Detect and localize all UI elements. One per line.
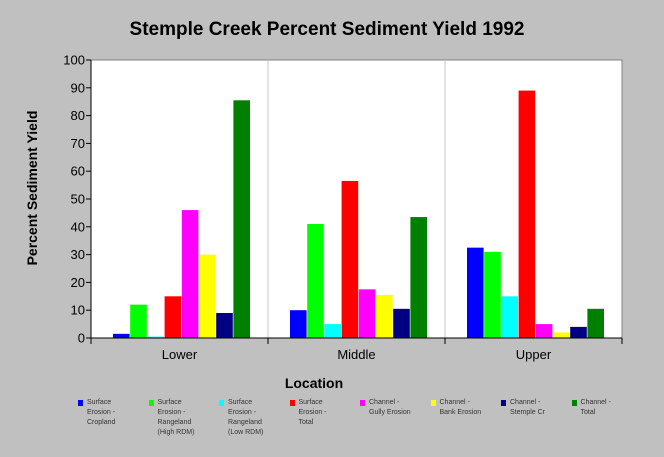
y-tick-label: 50: [71, 192, 85, 207]
y-tick-label: 90: [71, 80, 85, 95]
bar: [484, 251, 501, 338]
legend: Surface Erosion - Cropland Surface Erosio…: [78, 398, 658, 453]
legend-swatch: [148, 400, 154, 406]
bar: [501, 296, 518, 338]
bar: [307, 224, 324, 338]
y-axis-label: Percent Sediment Yield: [24, 111, 40, 266]
bar: [147, 336, 164, 338]
x-tick-label: Upper: [516, 347, 552, 362]
y-tick-label: 40: [71, 219, 85, 234]
legend-label: Surface Erosion - Total: [298, 399, 327, 426]
bar: [324, 324, 341, 338]
legend-swatch: [571, 400, 577, 406]
y-tick-label: 10: [71, 303, 85, 318]
bar: [376, 294, 393, 338]
legend-swatch: [360, 400, 365, 406]
bar: [518, 90, 536, 338]
bar: [113, 333, 130, 338]
y-tick-label: 70: [71, 136, 85, 151]
legend-label: Surface Erosion - Rangeland (Low RDM): [228, 399, 264, 436]
x-tick-label: Middle: [337, 347, 375, 362]
bar: [199, 254, 216, 338]
y-tick-label: 20: [71, 275, 85, 290]
bar: [587, 308, 604, 338]
legend-swatch: [289, 400, 295, 406]
legend-label: Surface Erosion - Cropland: [87, 399, 116, 426]
chart-title: Stemple Creek Percent Sediment Yield 199…: [130, 19, 525, 40]
bar: [164, 296, 182, 338]
bar: [553, 332, 570, 338]
x-ticks: Lower Middle Upper: [90, 338, 623, 362]
legend-swatch: [430, 400, 436, 406]
y-tick-label: 60: [71, 164, 85, 179]
y-tick-label: 100: [63, 53, 85, 68]
bar: [410, 217, 427, 338]
grid-layer: [267, 60, 446, 338]
bar: [570, 326, 587, 338]
y-tick-label: 0: [78, 331, 85, 346]
legend-label: Channel - Stemple Cr: [510, 399, 546, 416]
bar: [358, 289, 376, 338]
bar: [130, 304, 147, 338]
x-axis-label: Location: [285, 375, 343, 391]
y-tick-label: 80: [71, 108, 85, 123]
bars-layer: [113, 90, 604, 338]
legend-label: Channel - Gully Erosion: [369, 399, 411, 416]
bar: [216, 312, 233, 338]
bar: [393, 308, 410, 338]
bar: [467, 247, 484, 338]
y-ticks: 0 10 20 30 40 50 60 70 80 90 100: [63, 53, 91, 346]
bar: [535, 324, 553, 338]
legend-label: Channel - Bank Erosion: [439, 399, 482, 416]
legend-label: Surface Erosion - Rangeland (High RDM): [157, 399, 195, 436]
legend-swatch: [78, 400, 83, 406]
legend-swatch: [501, 400, 506, 406]
legend-label: Channel - Total: [580, 399, 611, 416]
bar: [290, 310, 307, 338]
bar: [233, 100, 250, 338]
bar: [181, 210, 199, 338]
y-tick-label: 30: [71, 247, 85, 262]
x-tick-label: Lower: [162, 347, 198, 362]
legend-swatch: [219, 400, 224, 406]
bar: [341, 180, 359, 338]
